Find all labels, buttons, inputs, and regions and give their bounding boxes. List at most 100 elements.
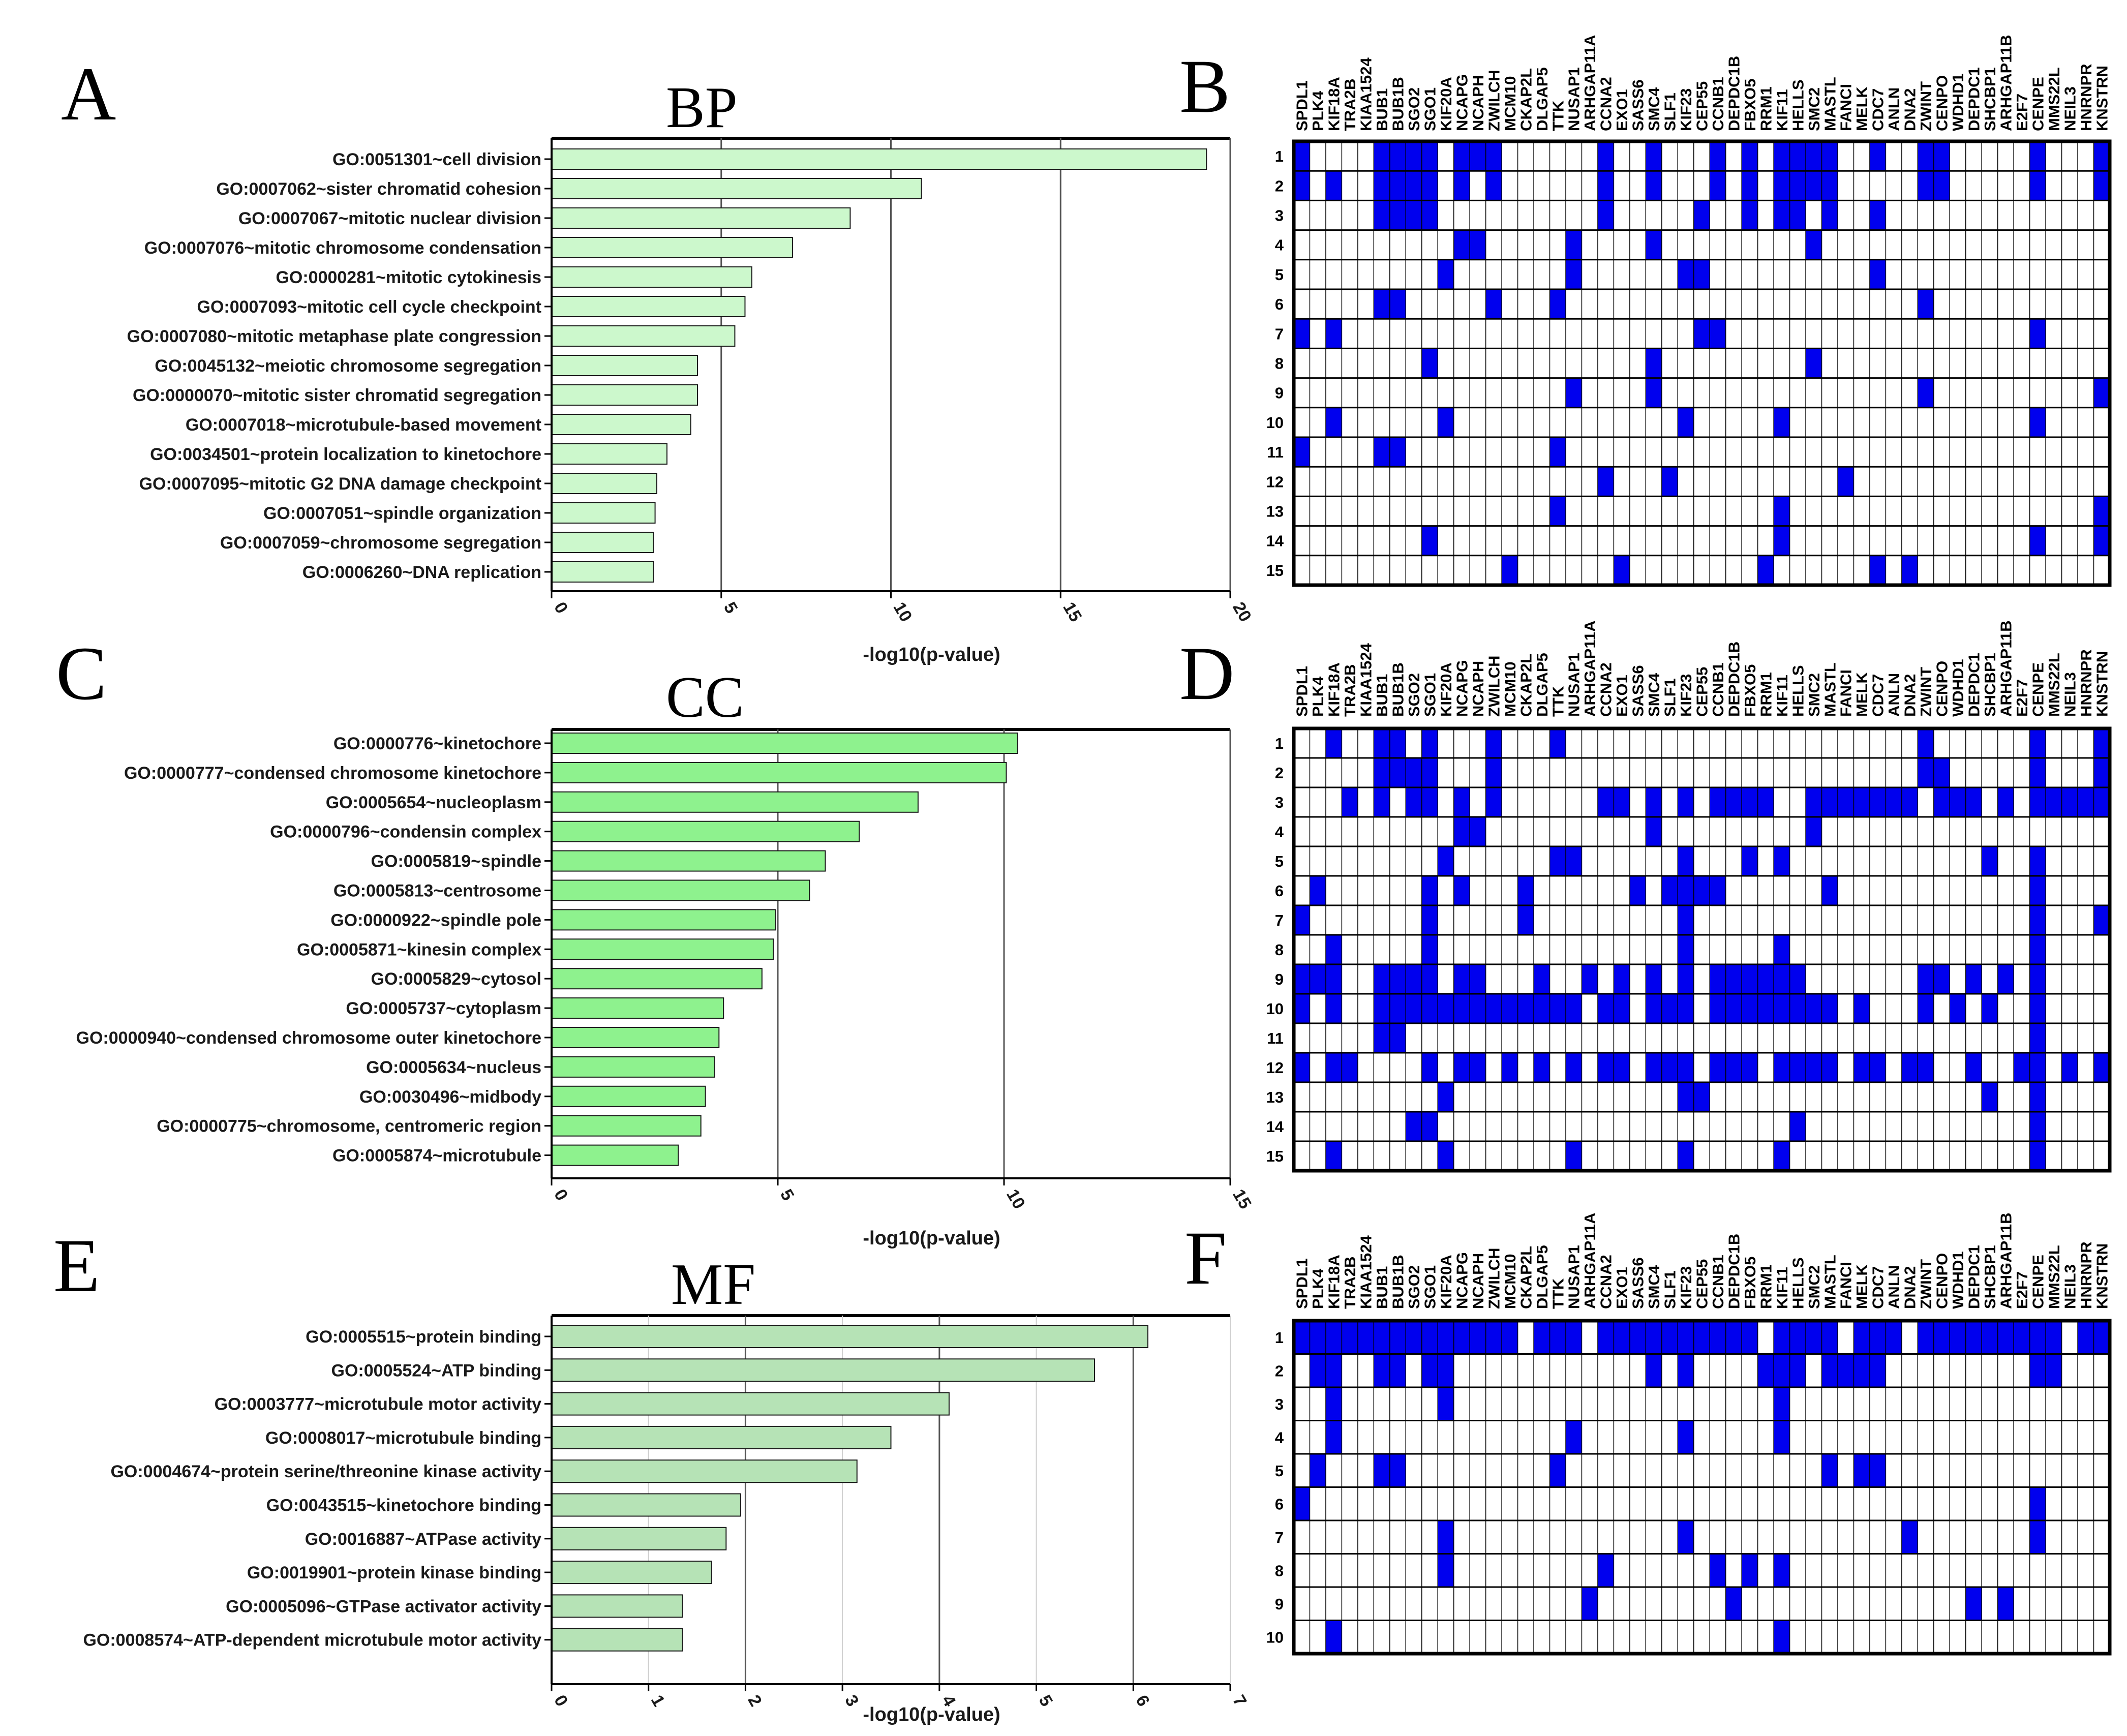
mf-row-label: 7 xyxy=(1275,1529,1284,1546)
bp-heatmap-cell xyxy=(2029,407,2046,437)
cc-heatmap-cell xyxy=(1678,1082,1694,1112)
mf-gene-label: ARHGAP11A xyxy=(1581,1213,1599,1309)
bp-heatmap-cell xyxy=(2093,526,2110,556)
mf-heatmap-cell xyxy=(1918,1321,1934,1354)
cc-bar xyxy=(551,791,919,813)
cc-heatmap-cell xyxy=(1693,876,1710,905)
mf-heatmap-cell xyxy=(1869,1454,1886,1487)
mf-gene-label: DLGAP5 xyxy=(1533,1245,1551,1309)
bp-gene-label: CDC7 xyxy=(1869,88,1887,131)
cc-row-label: 6 xyxy=(1275,882,1284,900)
cc-heatmap-cell xyxy=(1342,1053,1358,1082)
mf-heatmap-cell xyxy=(1725,1321,1742,1354)
mf-heatmap-cell xyxy=(1614,1321,1630,1354)
mf-gene-label: KIF18A xyxy=(1325,1255,1343,1309)
cc-heatmap-cell xyxy=(1774,846,1790,876)
cc-heatmap-cell xyxy=(1997,964,2014,994)
mf-bar xyxy=(551,1325,1148,1348)
bp-heatmap-cell xyxy=(1678,259,1694,289)
cc-heatmap-cell xyxy=(1629,876,1646,905)
mf-heatmap-cell xyxy=(1693,1321,1710,1354)
mf-gene-label: NUSAP1 xyxy=(1565,1245,1583,1309)
bp-heatmap-cell xyxy=(1549,289,1566,319)
bp-heatmap-cell xyxy=(1710,319,1726,349)
mf-heatmap-cell xyxy=(1470,1321,1486,1354)
bp-bar xyxy=(551,355,698,376)
cc-gene-label: RRM1 xyxy=(1757,672,1775,717)
bp-gene-label: TTK xyxy=(1549,100,1567,131)
cc-gene-label: NCAPG xyxy=(1453,660,1471,717)
cc-heatmap-cell xyxy=(2093,905,2110,935)
cc-category-label: GO:0000776~kinetochore xyxy=(333,734,541,753)
bp-bar xyxy=(551,178,922,199)
mf-gene-label: HNRNPR xyxy=(2077,1241,2095,1309)
cc-gene-label: TRA2B xyxy=(1341,664,1359,717)
cc-heatmap-cell xyxy=(1453,964,1470,994)
cc-heatmap-cell xyxy=(1661,1053,1678,1082)
cc-gene-label: MELK xyxy=(1853,672,1871,717)
cc-heatmap-cell xyxy=(1886,787,1902,817)
cc-heatmap-cell xyxy=(1678,846,1694,876)
cc-heatmap-cell xyxy=(1950,994,1966,1023)
mf-heatmap-cell xyxy=(1389,1354,1406,1387)
mf-heatmap-cell xyxy=(1901,1520,1918,1554)
bp-bar xyxy=(551,414,691,435)
mf-heatmap-cell xyxy=(1710,1554,1726,1587)
cc-gene-label: KIF18A xyxy=(1325,662,1343,717)
cc-heatmap-cell xyxy=(1294,964,1310,994)
bp-category-label: GO:0000070~mitotic sister chromatid segr… xyxy=(133,386,541,405)
cc-gene-label: DLGAP5 xyxy=(1533,653,1551,717)
mf-category-label: GO:0019901~protein kinase binding xyxy=(247,1563,541,1582)
bp-gene-label: MASTL xyxy=(1821,77,1839,131)
mf-gene-label: MMS22L xyxy=(2045,1245,2063,1309)
mf-gene-label: E2F7 xyxy=(2013,1271,2031,1309)
cc-heatmap-cell xyxy=(1725,1053,1742,1082)
cc-heatmap-cell xyxy=(1710,787,1726,817)
mf-heatmap-cell xyxy=(1389,1321,1406,1354)
mf-heatmap-cell xyxy=(1886,1321,1902,1354)
mf-category-label: GO:0005524~ATP binding xyxy=(331,1361,541,1380)
mf-heatmap-cell xyxy=(1742,1321,1758,1354)
bp-heatmap-cell xyxy=(1374,289,1390,319)
mf-heatmap-cell xyxy=(1821,1354,1838,1387)
mf-heatmap-cell xyxy=(1597,1554,1614,1587)
cc-category-label: GO:0000775~chromosome, centromeric regio… xyxy=(157,1117,541,1136)
cc-heatmap-cell xyxy=(1470,994,1486,1023)
bp-bar xyxy=(551,207,851,229)
cc-heatmap-cell xyxy=(1742,787,1758,817)
bp-heatmap-cell xyxy=(1453,171,1470,201)
bp-heatmap-cell xyxy=(1693,259,1710,289)
mf-heatmap-cell xyxy=(1821,1454,1838,1487)
bp-gene-label: E2F7 xyxy=(2013,94,2031,131)
mf-gene-label: TTK xyxy=(1549,1278,1567,1309)
bp-heatmap-cell xyxy=(2029,526,2046,556)
bp-heatmap-cell xyxy=(1869,200,1886,230)
mf-gene-label: KIF11 xyxy=(1773,1267,1791,1309)
mf-gene-label: KIF20A xyxy=(1437,1255,1455,1309)
mf-heatmap-cell xyxy=(1678,1520,1694,1554)
bp-category-label: GO:0007093~mitotic cell cycle checkpoint xyxy=(197,297,542,317)
mf-heatmap-cell xyxy=(1438,1321,1454,1354)
bp-gene-label: PLK4 xyxy=(1309,90,1327,131)
bp-row-label: 15 xyxy=(1266,562,1284,580)
bp-heatmap-cell xyxy=(1678,407,1694,437)
cc-heatmap-cell xyxy=(1646,1053,1662,1082)
cc-heatmap-cell xyxy=(2093,787,2110,817)
bp-heatmap-cell xyxy=(1774,407,1790,437)
mf-heatmap-cell xyxy=(1742,1554,1758,1587)
cc-row-label: 9 xyxy=(1275,970,1284,988)
bp-heatmap-cell xyxy=(1838,467,1854,497)
cc-heatmap-cell xyxy=(1342,787,1358,817)
mf-gene-label: CDC7 xyxy=(1869,1266,1887,1309)
bp-heatmap-cell xyxy=(1389,289,1406,319)
mf-gene-label: FANCI xyxy=(1837,1262,1855,1309)
mf-heatmap-cell xyxy=(1534,1321,1550,1354)
mf-category-label: GO:0005515~protein binding xyxy=(306,1327,541,1347)
panel-letter-b: B xyxy=(1179,44,1230,129)
bp-gene-label: HNRNPR xyxy=(2077,64,2095,131)
cc-gene-label: WDHD1 xyxy=(1949,659,1967,717)
cc-heatmap-cell xyxy=(2029,1082,2046,1112)
cc-gene-label: E2F7 xyxy=(2013,679,2031,717)
bp-category-label: GO:0007059~chromosome segregation xyxy=(220,533,541,553)
